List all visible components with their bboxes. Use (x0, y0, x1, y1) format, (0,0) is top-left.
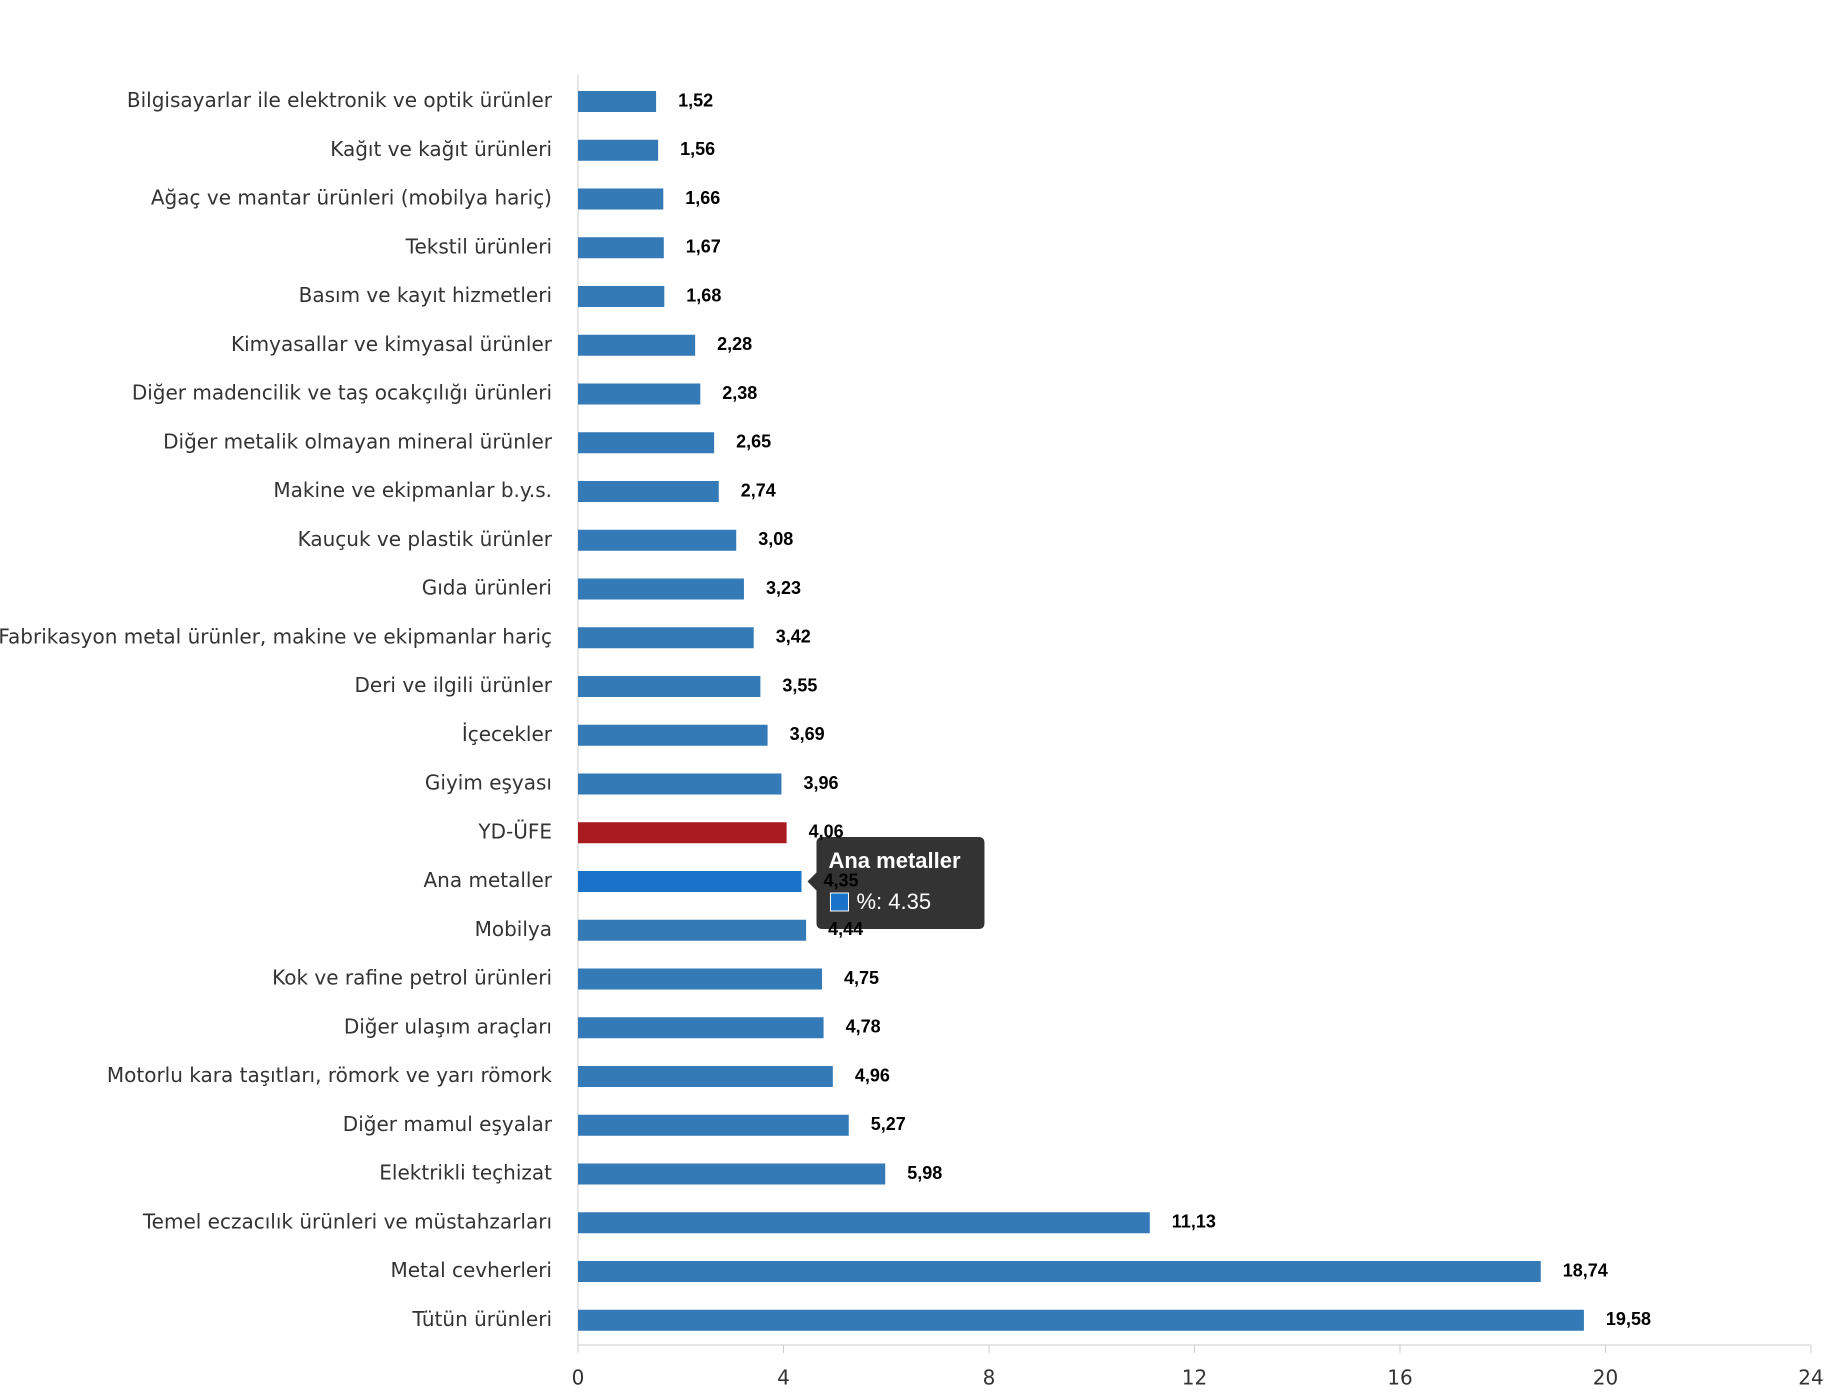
y-tick-label: Diğer metalik olmayan mineral ürünler (163, 429, 553, 453)
tooltip-box (807, 837, 985, 929)
bar[interactable] (578, 1163, 886, 1185)
tooltip-label: %: 4.35 (856, 889, 931, 914)
data-label: 1,56 (680, 139, 715, 159)
y-tick-label: Kağıt ve kağıt ürünleri (330, 137, 552, 161)
data-label: 2,74 (741, 480, 776, 500)
y-tick-label: Tekstil ürünleri (405, 234, 552, 258)
y-tick-label: Temel eczacılık ürünleri ve müstahzarlar… (142, 1209, 552, 1233)
y-tick-label: Giyim eşyası (425, 771, 552, 795)
data-label: 3,96 (803, 773, 838, 793)
bar[interactable] (578, 968, 823, 990)
data-label: 4,75 (844, 968, 879, 988)
data-label: 11,13 (1172, 1212, 1216, 1232)
data-label: 1,67 (686, 237, 721, 257)
bar[interactable] (578, 1017, 824, 1039)
data-label: 4,06 (809, 822, 844, 842)
y-tick-label: Kauçuk ve plastik ürünler (298, 527, 553, 551)
y-tick-label: Elektrikli teçhizat (379, 1161, 552, 1185)
y-tick-label: İçecekler (462, 722, 553, 746)
data-label: 2,38 (722, 383, 757, 403)
data-label: 4,78 (846, 1017, 881, 1037)
tooltip-swatch (829, 892, 849, 912)
bar[interactable] (578, 334, 696, 356)
bar[interactable] (578, 1114, 849, 1136)
bar[interactable] (578, 286, 665, 307)
y-tick-label: Fabrikasyon metal ürünler, makine ve eki… (0, 624, 552, 648)
data-label: 5,98 (907, 1163, 942, 1183)
bar[interactable] (578, 871, 802, 892)
data-label: 3,23 (766, 578, 801, 598)
x-tick-label: 24 (1798, 1366, 1823, 1390)
x-tick-label: 4 (777, 1366, 790, 1390)
y-tick-label: Basım ve kayıt hizmetleri (299, 283, 552, 307)
x-tick-label: 0 (572, 1366, 585, 1390)
y-tick-label: Deri ve ilgili ürünler (354, 673, 552, 697)
y-tick-label: Makine ve ekipmanlar b.y.s. (273, 478, 552, 502)
bar[interactable] (578, 627, 754, 649)
bar[interactable] (578, 237, 664, 259)
y-tick-label: Diğer ulaşım araçları (344, 1014, 552, 1038)
tooltip: Ana metaller %: 4.35 (807, 837, 985, 929)
x-tick-label: 8 (983, 1366, 996, 1390)
y-tick-label: Metal cevherleri (390, 1258, 552, 1282)
x-tick-label: 20 (1593, 1366, 1618, 1390)
data-label: 1,66 (685, 188, 720, 208)
data-label: 3,08 (758, 529, 793, 549)
y-tick-label: Ağaç ve mantar ürünleri (mobilya hariç) (151, 186, 552, 210)
data-label: 3,42 (776, 627, 811, 647)
data-label: 3,55 (782, 675, 817, 695)
bar[interactable] (578, 919, 807, 941)
data-label: 5,27 (871, 1114, 906, 1134)
data-label: 2,28 (717, 334, 752, 354)
y-tick-label: Kimyasallar ve kimyasal ürünler (231, 332, 553, 356)
bar[interactable] (578, 383, 701, 405)
bar[interactable] (578, 773, 782, 795)
data-label: 1,52 (678, 90, 713, 110)
bar[interactable] (578, 676, 761, 697)
bar[interactable] (578, 481, 719, 502)
y-tick-label: Mobilya (475, 917, 552, 941)
bar[interactable] (578, 529, 737, 551)
data-label: 3,69 (790, 724, 825, 744)
y-tick-label: Ana metaller (424, 868, 553, 892)
bar[interactable] (578, 1066, 833, 1087)
bar[interactable] (578, 724, 768, 746)
y-tick-label: YD-ÜFE (477, 819, 552, 843)
tooltip-title: Ana metaller (828, 848, 960, 873)
x-tick-label: 12 (1182, 1366, 1207, 1390)
bar[interactable] (578, 1261, 1541, 1282)
bar[interactable] (578, 1309, 1584, 1331)
data-label: 19,58 (1606, 1309, 1651, 1329)
y-tick-label: Tütün ürünleri (411, 1307, 552, 1331)
bar[interactable] (578, 1212, 1150, 1234)
y-tick-label: Gıda ürünleri (422, 576, 552, 600)
y-tick-label: Diğer madencilik ve taş ocakçılığı ürünl… (132, 381, 552, 405)
bar[interactable] (578, 139, 659, 161)
x-tick-label: 16 (1387, 1366, 1412, 1390)
y-tick-label: Motorlu kara taşıtları, römork ve yarı r… (107, 1063, 553, 1087)
data-label: 18,74 (1563, 1260, 1608, 1280)
y-tick-label: Diğer mamul eşyalar (343, 1112, 553, 1136)
data-label: 1,68 (686, 285, 721, 305)
y-tick-label: Bilgisayarlar ile elektronik ve optik ür… (127, 88, 553, 112)
bar[interactable] (578, 91, 657, 112)
bar[interactable] (578, 432, 715, 454)
data-label: 4,96 (855, 1065, 890, 1085)
bar[interactable] (578, 578, 744, 600)
bar[interactable] (578, 188, 664, 210)
data-label: 2,65 (736, 432, 771, 452)
y-tick-label: Kok ve rafine petrol ürünleri (272, 966, 552, 990)
bar[interactable] (578, 822, 787, 844)
